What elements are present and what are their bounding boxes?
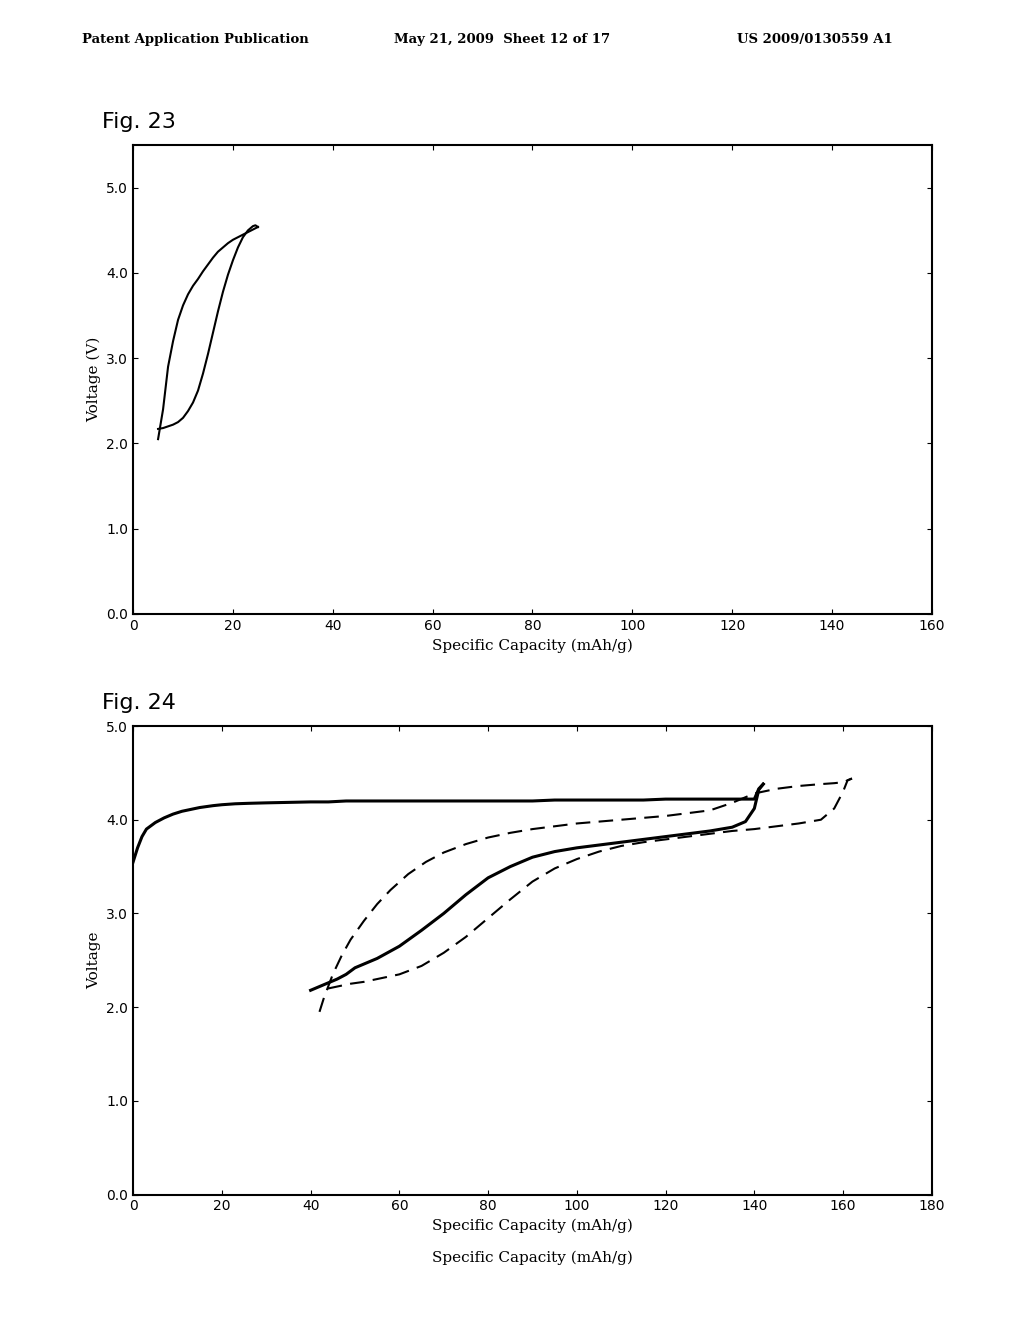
Text: US 2009/0130559 A1: US 2009/0130559 A1	[737, 33, 893, 46]
Text: Patent Application Publication: Patent Application Publication	[82, 33, 308, 46]
Text: May 21, 2009  Sheet 12 of 17: May 21, 2009 Sheet 12 of 17	[394, 33, 610, 46]
X-axis label: Specific Capacity (mAh/g): Specific Capacity (mAh/g)	[432, 638, 633, 652]
Text: Fig. 24: Fig. 24	[102, 693, 176, 713]
Y-axis label: Voltage (V): Voltage (V)	[86, 337, 100, 422]
Text: Specific Capacity (mAh/g): Specific Capacity (mAh/g)	[432, 1250, 633, 1265]
X-axis label: Specific Capacity (mAh/g): Specific Capacity (mAh/g)	[432, 1218, 633, 1233]
Y-axis label: Voltage: Voltage	[87, 932, 100, 989]
Text: Fig. 23: Fig. 23	[102, 112, 176, 132]
